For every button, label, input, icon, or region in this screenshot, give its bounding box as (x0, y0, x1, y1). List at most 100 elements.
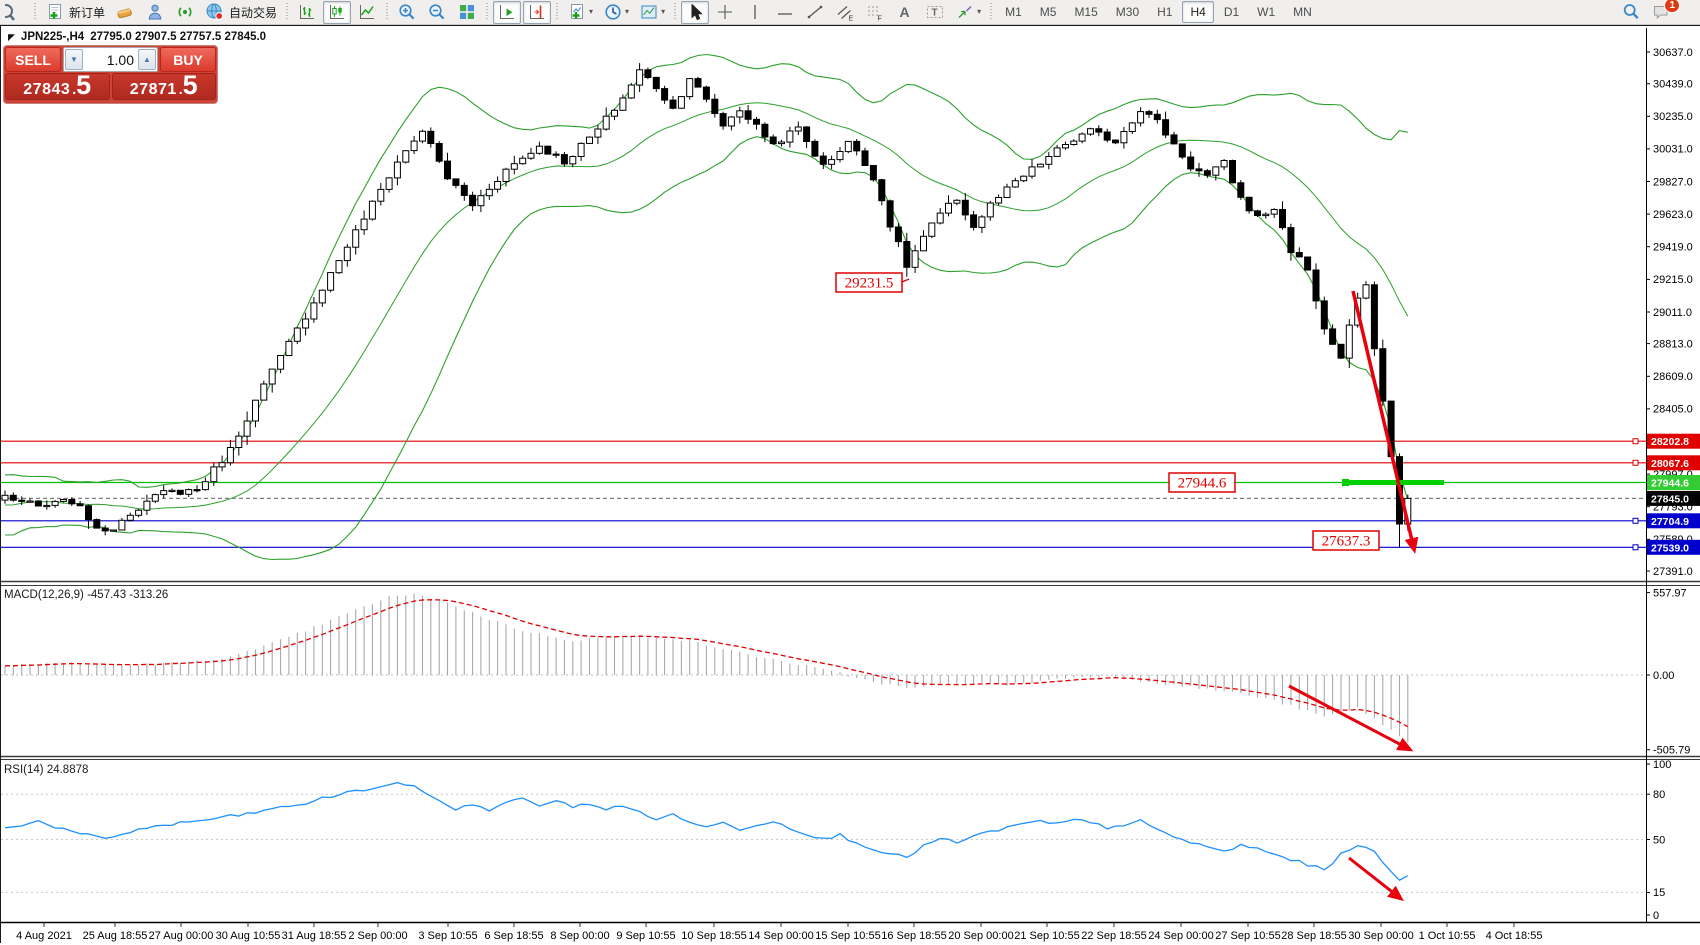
chevron-down-icon[interactable]: ▾ (661, 7, 666, 16)
svg-text:F: F (878, 16, 882, 23)
expert-button[interactable] (141, 1, 169, 24)
svg-text:30235.0: 30235.0 (1653, 111, 1693, 123)
svg-text:1 Oct 10:55: 1 Oct 10:55 (1419, 930, 1476, 942)
eraser-button[interactable] (111, 1, 139, 24)
red-trend-arrow[interactable] (1348, 856, 1404, 902)
crosshair-button[interactable] (711, 1, 739, 24)
svg-text:22 Sep 18:55: 22 Sep 18:55 (1081, 930, 1146, 942)
svg-text:4 Oct 18:55: 4 Oct 18:55 (1486, 930, 1543, 942)
svg-text:6 Sep 18:55: 6 Sep 18:55 (484, 930, 543, 942)
buy-price-display[interactable]: 27871. 5 (111, 70, 216, 100)
zoom-in-button[interactable] (393, 1, 421, 24)
axis-price-badge (1647, 433, 1700, 449)
svg-text:28 Sep 18:55: 28 Sep 18:55 (1281, 930, 1346, 942)
macd-panel (1, 593, 1646, 743)
timeframe-m1-button[interactable]: M1 (1005, 5, 1022, 19)
volume-input[interactable] (84, 50, 137, 69)
sell-button[interactable]: SELL (5, 47, 61, 72)
chevron-down-icon[interactable]: ▾ (977, 7, 982, 16)
indicators-button[interactable]: ▾ (563, 1, 597, 24)
shapes-button[interactable]: ▾ (951, 1, 985, 24)
svg-text:28813.0: 28813.0 (1653, 338, 1693, 350)
svg-text:29827.0: 29827.0 (1653, 176, 1693, 188)
price-callout[interactable]: 29231.5 (835, 272, 910, 293)
new-order-button[interactable]: 新订单 (41, 1, 109, 24)
template-button[interactable]: ▾ (635, 1, 669, 24)
svg-text:0: 0 (1653, 910, 1659, 922)
sell-price-display[interactable]: 27843. 5 (5, 72, 110, 100)
g-charttype (292, 0, 382, 24)
toolbar-group-grip (485, 3, 491, 21)
svg-text:8 Sep 00:00: 8 Sep 00:00 (550, 930, 609, 942)
svg-text:15: 15 (1653, 887, 1665, 899)
period-button[interactable]: ▾ (599, 1, 633, 24)
timeframe-m15-button[interactable]: M15 (1074, 5, 1098, 19)
buy-price-dec: 5 (182, 70, 198, 100)
timeframe-h1-button[interactable]: H1 (1157, 5, 1173, 19)
svg-text:50: 50 (1653, 834, 1665, 846)
rsi-panel (1, 781, 1646, 893)
sell-price-dot: . (72, 81, 77, 97)
autoscroll-button[interactable] (493, 0, 522, 24)
timeframe-m5-button[interactable]: M5 (1039, 5, 1057, 19)
vline-button[interactable] (741, 1, 769, 24)
zoom-out-button[interactable] (423, 1, 451, 24)
svg-text:14 Sep 00:00: 14 Sep 00:00 (748, 930, 813, 942)
svg-text:29011.0: 29011.0 (1653, 307, 1692, 319)
timeframe-m30-button[interactable]: M30 (1115, 5, 1140, 19)
search-button[interactable] (1617, 1, 1645, 24)
chart-canvas[interactable]: 29231.5 27944.6 27637.3 MACD(12,26,9) -457.… (1, 26, 1700, 945)
segment-handle[interactable] (1342, 479, 1349, 486)
svg-text:27845.0: 27845.0 (1651, 493, 1689, 505)
signal-button[interactable] (171, 1, 199, 24)
chevron-down-icon[interactable]: ▾ (625, 7, 630, 16)
hline-button[interactable] (771, 1, 799, 24)
line-chart-button[interactable] (353, 1, 381, 24)
candlestick-button[interactable] (323, 0, 352, 24)
timeframe-mn-button[interactable]: MN (1293, 5, 1312, 19)
label-button[interactable]: T (921, 1, 949, 24)
panel-separators[interactable] (1, 580, 1700, 760)
line-handle[interactable] (1632, 459, 1639, 466)
text-button[interactable]: A (891, 1, 919, 24)
line-handle[interactable] (1632, 517, 1639, 524)
chat-button[interactable]: 1 (1647, 0, 1691, 24)
time-axis[interactable]: 4 Aug 2021 25 Aug 18:55 27 Aug 00:00 30 Aug… (1, 921, 1700, 942)
cursor-button[interactable] (681, 0, 710, 24)
timeframe-d1-button[interactable]: D1 (1223, 5, 1240, 19)
svg-text:28067.6: 28067.6 (1651, 458, 1689, 470)
zoom-in-icon (399, 4, 415, 20)
search-icon (1624, 4, 1640, 20)
indicators-icon (571, 4, 584, 19)
svg-text:21 Sep 10:55: 21 Sep 10:55 (1014, 930, 1079, 942)
svg-text:2 Sep 00:00: 2 Sep 00:00 (348, 930, 407, 942)
line-handle[interactable] (1632, 544, 1639, 551)
chevron-down-icon[interactable]: ▾ (589, 7, 594, 16)
rsi-line (4, 781, 1409, 882)
channel-button[interactable]: E (831, 1, 859, 24)
signal-icon (178, 7, 192, 17)
autoscroll-icon (500, 5, 515, 19)
line-handle[interactable] (1632, 438, 1639, 445)
price-callout[interactable]: 27637.3 (1312, 530, 1380, 551)
price-axis[interactable]: 30637.0 30439.0 30235.0 30031.0 29827.0 29623… (1646, 28, 1700, 922)
market-watch-button[interactable] (1, 1, 29, 24)
chart-shift-button[interactable] (523, 0, 552, 24)
red-trend-arrow[interactable] (1351, 290, 1419, 554)
buy-button[interactable]: BUY (160, 47, 216, 72)
fibonacci-button[interactable]: F (861, 1, 889, 24)
red-trend-arrow[interactable] (1288, 684, 1414, 752)
line-chart-icon (360, 5, 375, 19)
trendline-button[interactable] (801, 1, 829, 24)
volume-increase-button[interactable]: ▲ (138, 49, 156, 70)
volume-decrease-button[interactable]: ▼ (65, 49, 83, 70)
bar-chart-button[interactable] (293, 1, 321, 24)
price-callout[interactable]: 27944.6 (1168, 472, 1236, 493)
chart-title: ◤ JPN225-,H4 27795.0 27907.5 27757.5 278… (8, 31, 266, 43)
autotrade-button[interactable]: 自动交易 (201, 1, 281, 24)
tile-windows-button[interactable] (453, 1, 481, 24)
one-click-trading-panel: SELL ▼ ▲ BUY 27843.5 27871.5 (4, 46, 217, 103)
timeframe-w1-button[interactable]: W1 (1257, 5, 1276, 19)
svg-text:29419.0: 29419.0 (1653, 242, 1693, 254)
timeframe-h4-button[interactable]: H4 (1182, 1, 1214, 23)
